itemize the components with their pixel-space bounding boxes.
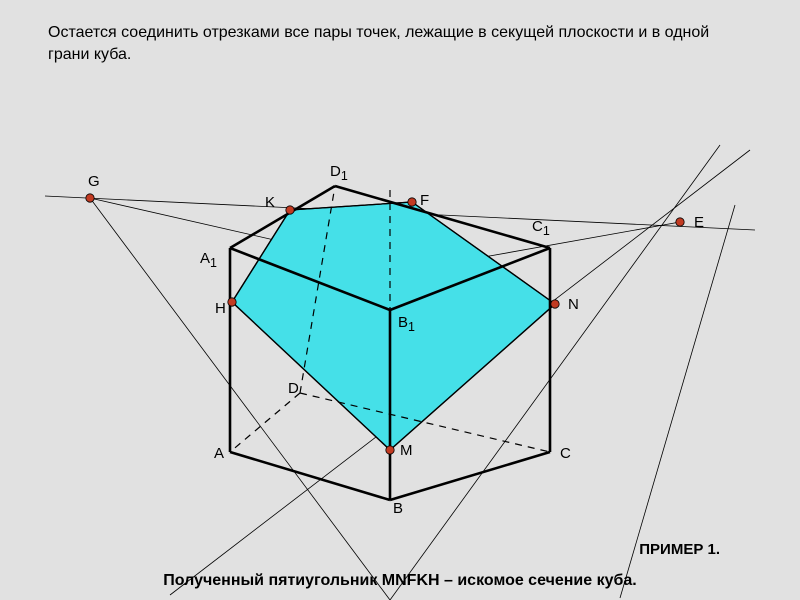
stage: Остается соединить отрезками все пары то…: [0, 0, 800, 600]
example-number: ПРИМЕР 1.: [639, 541, 720, 558]
bottom-caption: Полученный пятиугольник MNFKH – искомое …: [0, 572, 800, 590]
diagram-svg: [0, 0, 800, 600]
